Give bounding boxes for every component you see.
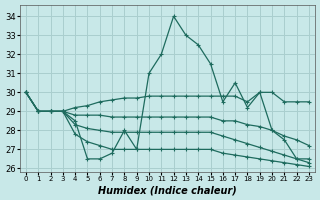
- X-axis label: Humidex (Indice chaleur): Humidex (Indice chaleur): [98, 185, 237, 195]
